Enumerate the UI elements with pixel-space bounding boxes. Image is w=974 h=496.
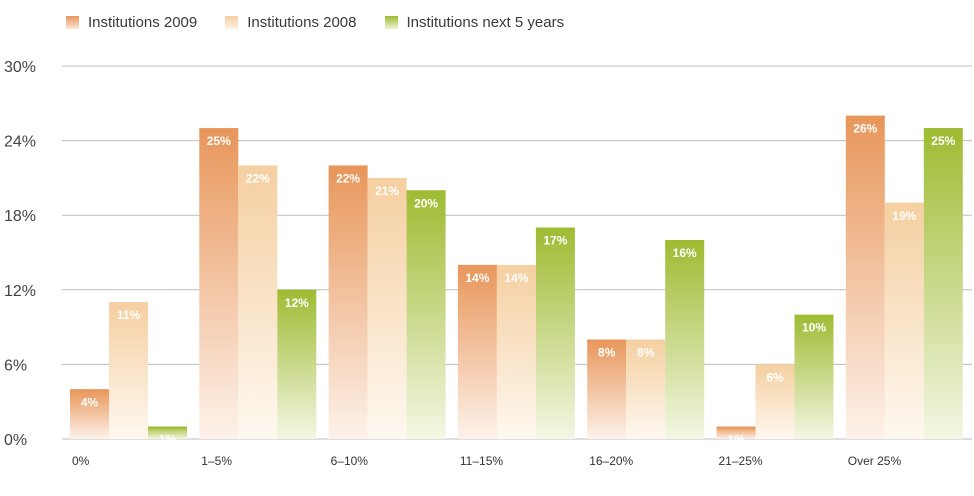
bar-next-5-years bbox=[277, 289, 317, 439]
data-label: 12% bbox=[285, 296, 309, 310]
legend-swatch-next-5-years bbox=[384, 16, 398, 29]
bar-2008 bbox=[884, 202, 924, 439]
bar-2009 bbox=[70, 389, 109, 439]
data-label: 1% bbox=[159, 433, 177, 447]
x-category-label: 6–10% bbox=[331, 454, 369, 468]
bar-next-5-years bbox=[665, 240, 705, 439]
legend-item-2009: Institutions 2009 bbox=[66, 14, 197, 31]
data-label: 25% bbox=[207, 134, 231, 148]
x-category-label: 11–15% bbox=[460, 454, 503, 468]
data-label: 4% bbox=[81, 395, 99, 409]
bar-2008 bbox=[496, 264, 536, 439]
bar-top-edge bbox=[535, 227, 575, 230]
bar-2008 bbox=[238, 165, 278, 439]
y-tick-label: 6% bbox=[4, 357, 27, 374]
bar-top-edge bbox=[845, 115, 885, 118]
bar-2009 bbox=[328, 165, 368, 439]
x-category-label: 16–20% bbox=[589, 454, 633, 468]
bar-top-edge bbox=[626, 339, 666, 342]
bar-2009 bbox=[587, 339, 627, 439]
legend-item-2008: Institutions 2008 bbox=[225, 14, 357, 31]
bar-2008 bbox=[367, 177, 407, 439]
data-label: 14% bbox=[504, 271, 528, 285]
bar-top-edge bbox=[328, 165, 368, 168]
bar-top-edge bbox=[665, 240, 705, 243]
bar-2009 bbox=[457, 264, 497, 439]
legend-item-next-5-years: Institutions next 5 years bbox=[384, 14, 565, 31]
bar-top-edge bbox=[923, 128, 963, 131]
data-label: 17% bbox=[543, 234, 567, 248]
bar-2009 bbox=[199, 128, 239, 439]
bar-top-edge bbox=[755, 364, 795, 367]
bar-top-edge bbox=[367, 177, 407, 180]
y-tick-label: 0% bbox=[4, 432, 27, 449]
bar-2008 bbox=[755, 364, 795, 439]
data-label: 26% bbox=[853, 122, 877, 136]
bar-top-edge bbox=[587, 339, 627, 342]
bar-next-5-years bbox=[535, 227, 575, 439]
data-label: 19% bbox=[892, 209, 916, 223]
data-label: 11% bbox=[117, 308, 141, 322]
data-label: 14% bbox=[465, 271, 489, 285]
bar-top-edge bbox=[406, 190, 446, 193]
legend-swatch-2009 bbox=[66, 16, 79, 29]
y-tick-label: 24% bbox=[4, 134, 36, 151]
data-label: 8% bbox=[598, 346, 616, 360]
bar-top-edge bbox=[794, 314, 834, 317]
data-label: 6% bbox=[766, 370, 784, 384]
data-label: 22% bbox=[246, 171, 270, 185]
bar-next-5-years bbox=[923, 128, 963, 439]
bar-2008 bbox=[626, 339, 666, 439]
legend: Institutions 2009 Institutions 2008 Inst… bbox=[66, 14, 564, 31]
bar-top-edge bbox=[70, 389, 109, 392]
bar-2008 bbox=[109, 302, 148, 439]
legend-label-2008: Institutions 2008 bbox=[247, 14, 357, 31]
legend-label-next-5-years: Institutions next 5 years bbox=[406, 14, 565, 31]
bar-top-edge bbox=[884, 202, 924, 205]
bar-top-edge bbox=[238, 165, 278, 168]
bar-top-edge bbox=[148, 426, 187, 429]
data-label: 1% bbox=[727, 433, 745, 447]
bar-top-edge bbox=[109, 302, 148, 305]
data-label: 20% bbox=[414, 196, 438, 210]
bar-next-5-years bbox=[406, 190, 446, 439]
bar-top-edge bbox=[716, 426, 756, 429]
data-label: 16% bbox=[673, 246, 697, 260]
legend-label-2009: Institutions 2009 bbox=[88, 14, 198, 31]
data-label: 22% bbox=[336, 171, 360, 185]
x-category-label: 0% bbox=[72, 454, 90, 468]
legend-swatch-2008 bbox=[225, 16, 239, 29]
bar-next-5-years bbox=[794, 314, 834, 439]
data-label: 21% bbox=[375, 184, 399, 198]
bar-top-edge bbox=[277, 289, 317, 292]
y-tick-label: 18% bbox=[4, 208, 36, 225]
bar-2009 bbox=[845, 115, 885, 439]
y-tick-label: 30% bbox=[4, 59, 36, 76]
data-label: 8% bbox=[637, 346, 655, 360]
x-category-label: 21–25% bbox=[719, 454, 763, 468]
bar-top-edge bbox=[199, 128, 239, 131]
x-category-label: 1–5% bbox=[201, 454, 232, 468]
data-label: 10% bbox=[802, 321, 826, 335]
x-category-label: Over 25% bbox=[848, 454, 902, 468]
data-label: 25% bbox=[931, 134, 955, 148]
bar-top-edge bbox=[457, 264, 497, 267]
bar-next-5-years bbox=[148, 426, 187, 439]
y-tick-label: 12% bbox=[4, 283, 36, 300]
bar-2009 bbox=[716, 426, 756, 439]
bar-top-edge bbox=[496, 264, 536, 267]
